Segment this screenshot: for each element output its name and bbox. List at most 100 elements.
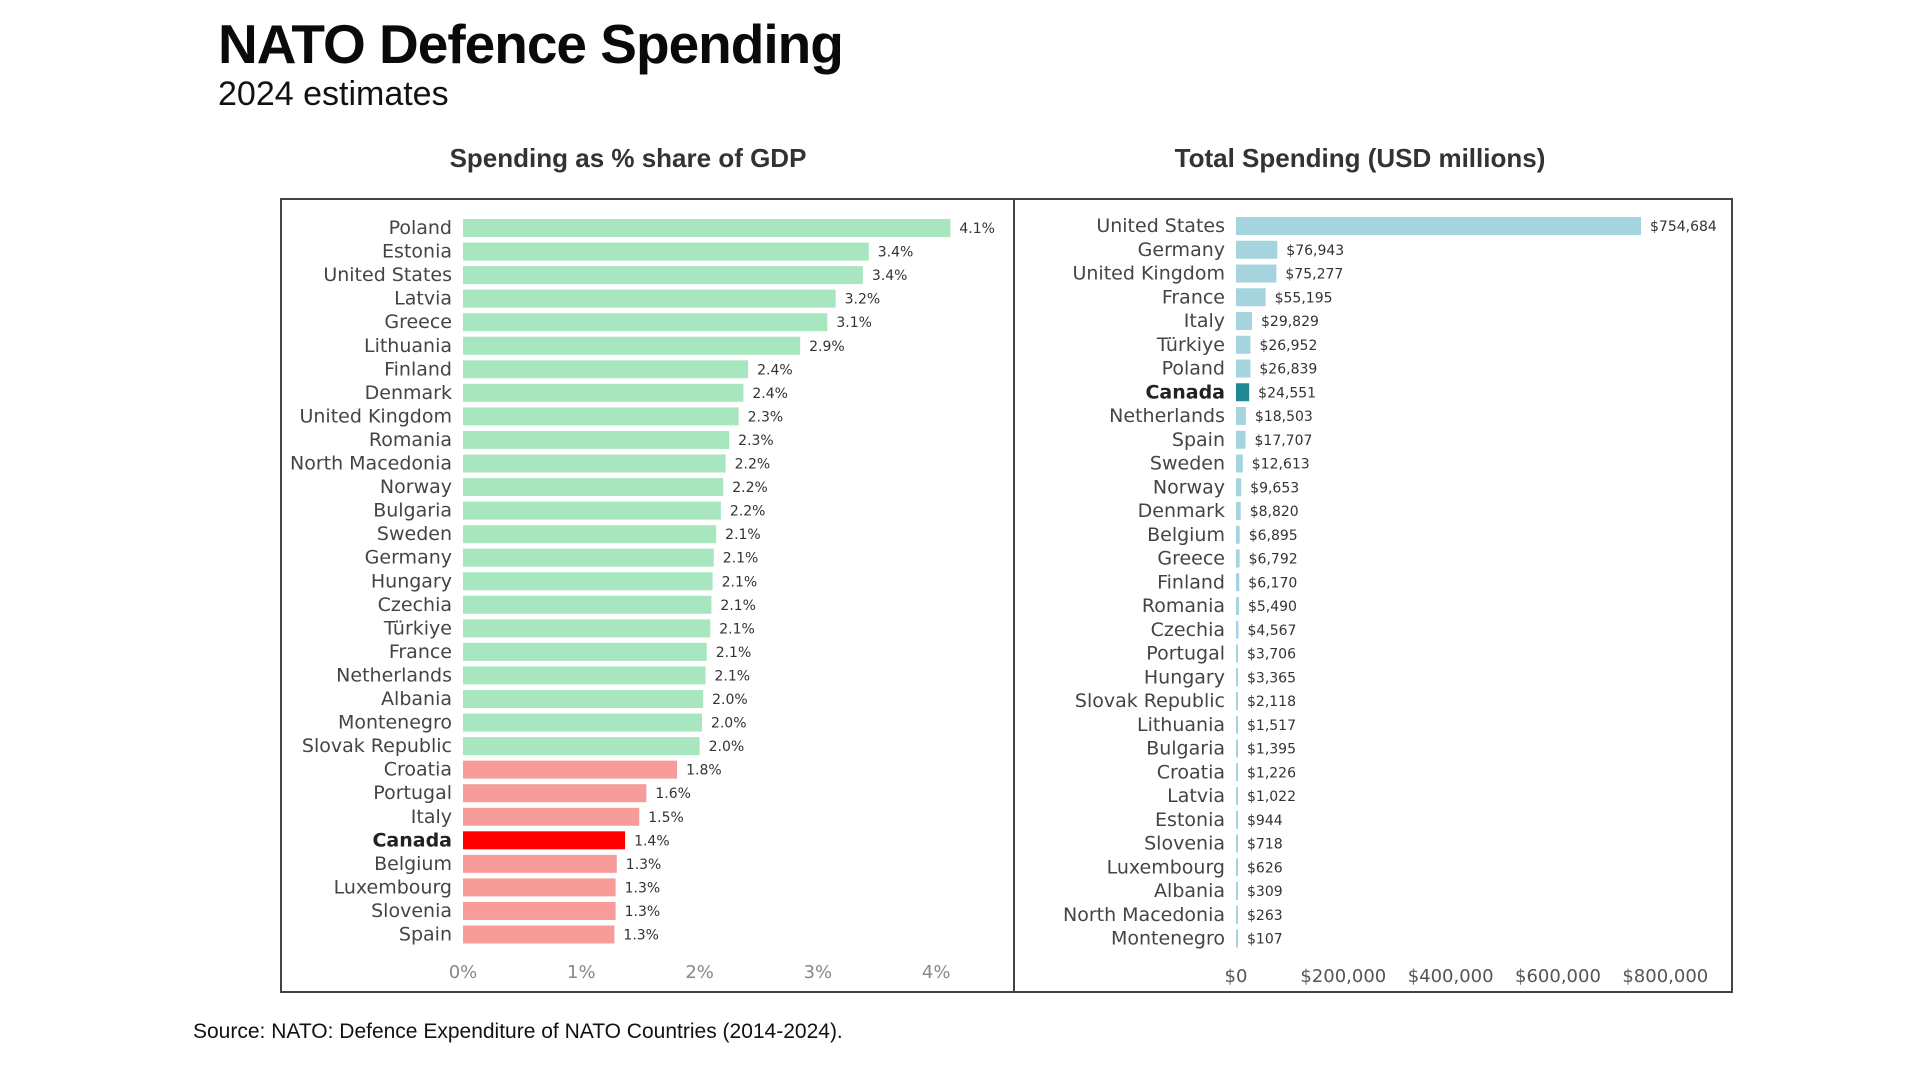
gdp-value-label: 3.4%	[878, 245, 914, 261]
gdp-axis-tick: 4%	[922, 962, 951, 983]
total-value-label: $76,943	[1286, 243, 1344, 259]
total-bar-france	[1236, 288, 1266, 307]
total-value-label: $26,839	[1259, 362, 1317, 378]
gdp-bar-montenegro	[463, 713, 702, 732]
total-value-label: $75,277	[1285, 267, 1343, 283]
total-category-label: Germany	[1138, 239, 1225, 261]
gdp-bar-albania	[463, 690, 704, 708]
total-category-label: Romania	[1142, 595, 1225, 617]
gdp-category-label: Greece	[384, 311, 452, 333]
gdp-category-label: Sweden	[377, 523, 452, 545]
gdp-value-label: 2.0%	[711, 716, 747, 732]
total-category-label: Türkiye	[1156, 334, 1225, 356]
gdp-bar-slovak-republic	[463, 737, 700, 756]
total-category-label: Italy	[1184, 310, 1225, 332]
gdp-category-label: Norway	[380, 476, 452, 498]
gdp-bar-norway	[463, 478, 724, 497]
total-category-label: United Kingdom	[1072, 263, 1225, 285]
total-value-label: $29,829	[1261, 314, 1319, 330]
total-category-label: Lithuania	[1137, 714, 1225, 736]
gdp-value-label: 2.1%	[725, 527, 761, 543]
total-category-label: United States	[1096, 215, 1225, 237]
gdp-bar-portugal	[463, 784, 647, 803]
total-bar-slovak-republic	[1236, 692, 1238, 710]
gdp-category-label: Croatia	[384, 759, 452, 781]
gdp-value-label: 1.5%	[648, 810, 684, 826]
total-category-label: North Macedonia	[1063, 904, 1225, 926]
total-bar-germany	[1236, 240, 1278, 259]
total-axis-tick: $600,000	[1515, 966, 1601, 987]
total-value-label: $55,195	[1275, 290, 1333, 306]
total-bar-latvia	[1236, 787, 1238, 805]
gdp-value-label: 1.4%	[634, 833, 670, 849]
total-value-label: $9,653	[1250, 480, 1299, 496]
total-chart-title: Total Spending (USD millions)	[1174, 143, 1546, 173]
gdp-category-label: United States	[323, 264, 452, 286]
total-bar-czechia	[1236, 620, 1239, 639]
total-category-label: France	[1162, 286, 1225, 308]
total-value-label: $944	[1247, 813, 1283, 829]
total-bar-sweden	[1236, 454, 1243, 473]
source-note: Source: NATO: Defence Expenditure of NAT…	[193, 1020, 843, 1043]
gdp-bar-poland	[463, 219, 951, 237]
gdp-category-label: Slovenia	[371, 900, 452, 922]
gdp-category-label: United Kingdom	[299, 405, 452, 427]
total-category-label: Denmark	[1138, 500, 1225, 522]
gdp-value-label: 2.1%	[719, 621, 755, 637]
total-category-label: Netherlands	[1109, 405, 1225, 427]
gdp-value-label: 3.2%	[845, 292, 881, 308]
total-bar-slovenia	[1236, 834, 1238, 853]
gdp-axis-tick: 2%	[685, 962, 714, 983]
total-category-label: Greece	[1157, 548, 1225, 570]
gdp-bar-slovenia	[463, 901, 616, 920]
gdp-bar-netherlands	[463, 666, 706, 685]
total-value-label: $6,895	[1249, 528, 1298, 544]
gdp-bar-united-states	[463, 266, 863, 285]
charts-frame	[280, 198, 1733, 993]
total-value-label: $718	[1247, 837, 1283, 853]
total-value-label: $12,613	[1252, 457, 1310, 473]
total-category-label: Czechia	[1151, 619, 1225, 641]
gdp-category-label: Latvia	[394, 288, 452, 310]
gdp-bar-lithuania	[463, 336, 801, 355]
gdp-bar-spain	[463, 925, 615, 944]
gdp-bar-united-kingdom	[463, 407, 739, 426]
total-value-label: $754,684	[1650, 219, 1717, 235]
total-value-label: $3,365	[1247, 670, 1296, 686]
total-bar-united-states	[1236, 217, 1641, 235]
gdp-category-label: Denmark	[365, 382, 452, 404]
total-bar-estonia	[1236, 810, 1238, 829]
total-bar-greece	[1236, 549, 1240, 568]
total-value-label: $107	[1247, 932, 1283, 948]
total-category-label: Poland	[1162, 358, 1225, 380]
gdp-category-label: Lithuania	[364, 335, 452, 357]
page-title: NATO Defence Spending	[218, 13, 844, 75]
gdp-axis-tick: 0%	[449, 962, 478, 983]
gdp-category-label: Canada	[372, 829, 452, 851]
gdp-category-label: Romania	[369, 429, 452, 451]
total-bar-italy	[1236, 312, 1253, 330]
gdp-value-label: 1.3%	[626, 857, 662, 873]
gdp-bar-germany	[463, 548, 714, 567]
total-category-label: Slovenia	[1144, 833, 1225, 855]
gdp-bar-finland	[463, 360, 749, 379]
total-value-label: $6,792	[1249, 552, 1298, 568]
gdp-value-label: 1.6%	[655, 786, 691, 802]
gdp-bar-czechia	[463, 595, 712, 614]
gdp-value-label: 2.1%	[723, 551, 759, 567]
gdp-value-label: 3.4%	[872, 268, 908, 284]
total-bar-canada	[1236, 383, 1250, 402]
gdp-value-label: 2.1%	[722, 574, 758, 590]
total-bar-portugal	[1236, 644, 1238, 663]
total-bar-norway	[1236, 478, 1242, 497]
total-value-label: $3,706	[1247, 647, 1296, 663]
gdp-bar-france	[463, 642, 707, 661]
total-axis-tick: $400,000	[1408, 966, 1494, 987]
total-axis-tick: $0	[1225, 966, 1248, 987]
total-bar-netherlands	[1236, 407, 1246, 425]
gdp-bar-luxembourg	[463, 878, 616, 897]
gdp-value-label: 1.3%	[625, 880, 661, 896]
gdp-value-label: 2.3%	[738, 433, 774, 449]
total-bar-north-macedonia	[1236, 905, 1238, 924]
gdp-category-label: Czechia	[378, 594, 452, 616]
